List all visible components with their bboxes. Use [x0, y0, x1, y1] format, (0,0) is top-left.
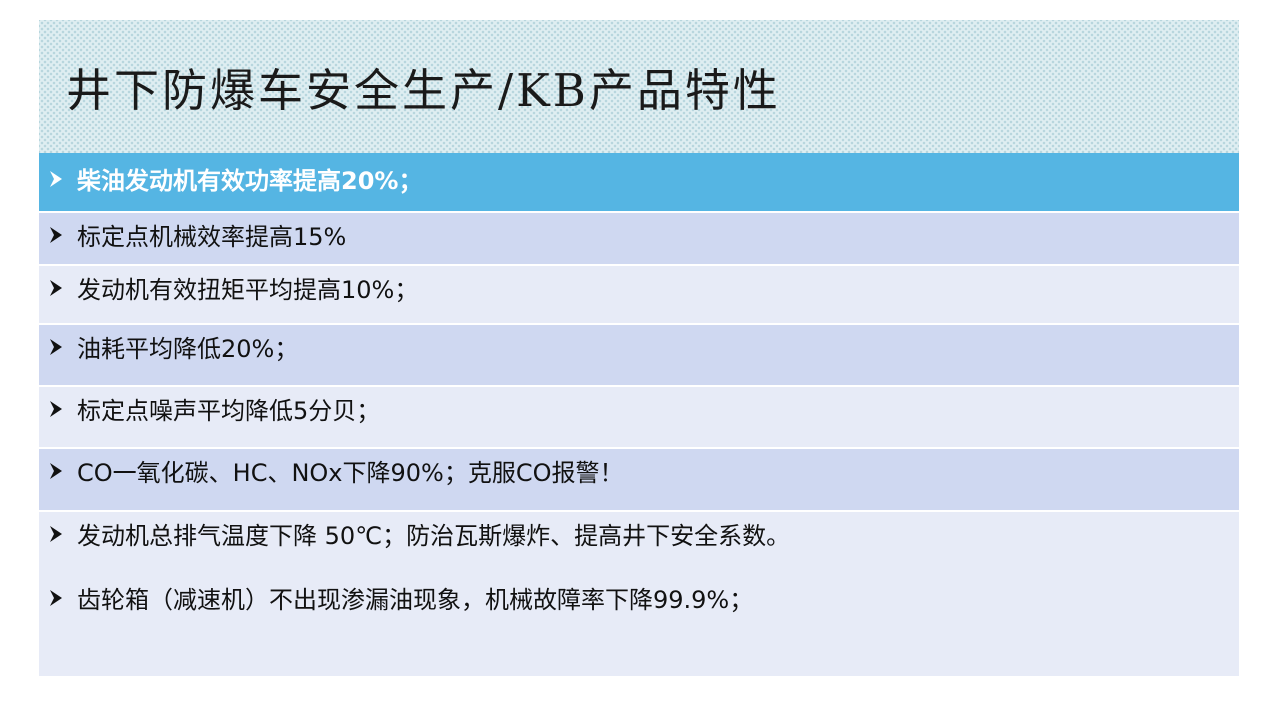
list-item-text: 标定点机械效率提高15%: [77, 223, 347, 251]
arrow-bullet-icon: [49, 170, 63, 188]
arrow-bullet-icon: [49, 279, 63, 297]
list-item: 发动机总排气温度下降 50℃；防治瓦斯爆炸、提高井下安全系数。: [49, 516, 790, 551]
arrow-bullet-icon: [49, 400, 63, 418]
list-item: CO一氧化碳、HC、NOx下降90%；克服CO报警！: [39, 449, 1239, 512]
list-item: 标定点噪声平均降低5分贝；: [39, 387, 1239, 449]
list-item-text: 油耗平均降低20%；: [77, 335, 299, 363]
list-item-text: 发动机总排气温度下降 50℃；防治瓦斯爆炸、提高井下安全系数。: [77, 522, 791, 550]
list-item-text: 齿轮箱（减速机）不出现渗漏油现象，机械故障率下降99.9%；: [77, 586, 754, 614]
arrow-bullet-icon: [49, 525, 63, 543]
list-item-text: CO一氧化碳、HC、NOx下降90%；克服CO报警！: [77, 459, 624, 487]
feature-list: 柴油发动机有效功率提高20%； 标定点机械效率提高15% 发动机有效扭矩平均提高…: [39, 153, 1239, 676]
arrow-bullet-icon: [49, 589, 63, 607]
list-item: 发动机有效扭矩平均提高10%；: [39, 266, 1239, 325]
arrow-bullet-icon: [49, 462, 63, 480]
slide-title: 井下防爆车安全生产/KB产品特性: [66, 64, 781, 117]
list-item: 齿轮箱（减速机）不出现渗漏油现象，机械故障率下降99.9%；: [49, 580, 753, 615]
list-item-text: 标定点噪声平均降低5分贝；: [77, 397, 381, 425]
list-item-text: 发动机有效扭矩平均提高10%；: [77, 276, 419, 304]
list-item: 标定点机械效率提高15%: [39, 213, 1239, 266]
arrow-bullet-icon: [49, 226, 63, 244]
list-item: 油耗平均降低20%；: [39, 325, 1239, 387]
list-item: 柴油发动机有效功率提高20%；: [39, 153, 1239, 213]
list-item-group: 发动机总排气温度下降 50℃；防治瓦斯爆炸、提高井下安全系数。 齿轮箱（减速机）…: [39, 512, 1239, 676]
title-banner: 井下防爆车安全生产/KB产品特性: [39, 20, 1239, 153]
arrow-bullet-icon: [49, 338, 63, 356]
list-item-text: 柴油发动机有效功率提高20%；: [77, 167, 423, 195]
